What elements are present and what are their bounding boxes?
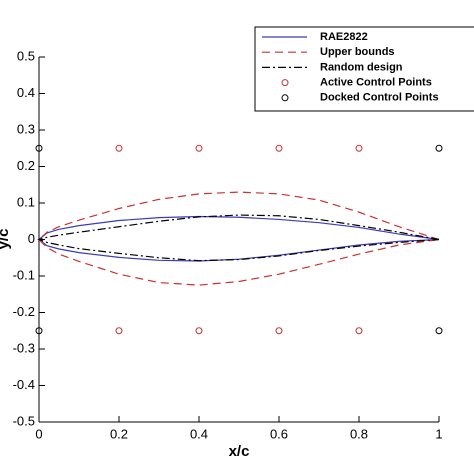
control-point xyxy=(355,327,363,335)
x-tick-label: 0.6 xyxy=(270,426,288,441)
legend-label: Docked Control Points xyxy=(320,92,439,104)
control-point xyxy=(275,327,283,335)
legend-label: Upper bounds xyxy=(320,46,395,58)
control-point xyxy=(275,144,283,152)
y-tick-label: -0.2 xyxy=(13,304,35,319)
y-tick-label: -0.4 xyxy=(13,377,35,392)
y-tick-label: 0.5 xyxy=(17,48,35,63)
x-tick-label: 1 xyxy=(435,426,442,441)
y-tick-label: -0.3 xyxy=(13,340,35,355)
control-point xyxy=(35,327,43,335)
legend-box xyxy=(254,26,474,112)
curve xyxy=(37,214,440,262)
x-tick-label: 0.4 xyxy=(190,426,208,441)
control-point xyxy=(195,327,203,335)
x-axis-label: x/c xyxy=(229,443,250,460)
legend-label: Random design xyxy=(320,61,403,73)
x-tick-label: 0.8 xyxy=(350,426,368,441)
control-point xyxy=(195,144,203,152)
y-tick-label: 0.1 xyxy=(17,194,35,209)
control-point xyxy=(115,144,123,152)
y-tick-label: 0.3 xyxy=(17,121,35,136)
y-tick-label: 0.4 xyxy=(17,85,35,100)
control-point xyxy=(355,144,363,152)
y-tick-label: -0.5 xyxy=(13,413,35,428)
legend-marker xyxy=(281,94,289,102)
control-point xyxy=(435,144,443,152)
y-tick-label: -0.1 xyxy=(13,267,35,282)
y-tick-label: 0.2 xyxy=(17,158,35,173)
control-point xyxy=(435,327,443,335)
y-tick-label: 0 xyxy=(28,231,35,246)
legend-label: RAE2822 xyxy=(320,31,368,43)
y-axis-label: y/c xyxy=(0,229,12,250)
control-point xyxy=(115,327,123,335)
curve xyxy=(38,215,440,262)
legend-marker xyxy=(281,79,289,87)
x-tick-label: 0 xyxy=(35,426,42,441)
x-tick-label: 0.2 xyxy=(110,426,128,441)
legend-label: Active Control Points xyxy=(320,77,432,89)
curve xyxy=(38,191,440,286)
control-point xyxy=(35,144,43,152)
